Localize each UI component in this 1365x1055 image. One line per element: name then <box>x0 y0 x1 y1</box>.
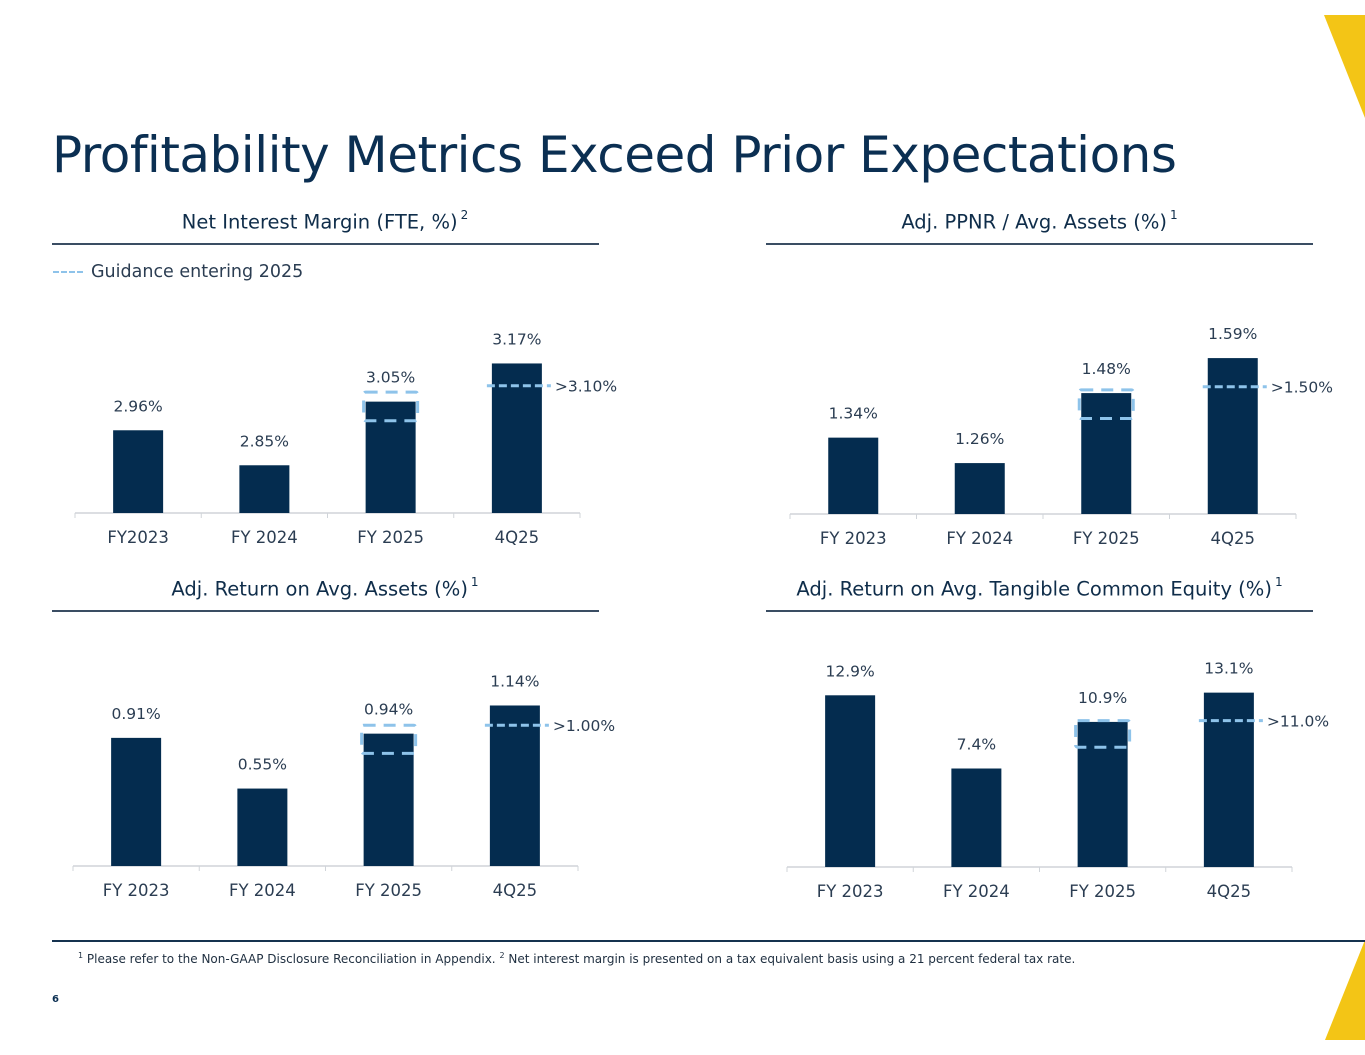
bar-ppnr-0 <box>828 437 879 514</box>
bar-ppnr-2 <box>1081 393 1132 514</box>
data-label: 1.34% <box>829 405 878 423</box>
footnote-marker: 2 <box>499 951 505 960</box>
footnote-marker: 1 <box>78 951 84 960</box>
x-tick-label: FY 2024 <box>229 881 296 900</box>
data-label: 7.4% <box>957 736 996 754</box>
data-label: 13.1% <box>1204 660 1253 678</box>
chart-title-text: Adj. Return on Avg. Tangible Common Equi… <box>796 577 1272 601</box>
x-tick-label: FY 2024 <box>231 528 298 547</box>
chart-title-rule <box>766 610 1313 612</box>
accent-triangle-bottom <box>1325 940 1365 1040</box>
data-label: 0.91% <box>112 705 161 723</box>
bar-ppnr-3 <box>1207 358 1258 514</box>
chart-title-rule <box>52 610 599 612</box>
bar-nim-2 <box>365 401 416 513</box>
accent-triangle-top <box>1324 15 1365 118</box>
bar-rotce-3 <box>1203 692 1254 867</box>
dashed-line-swatch-icon <box>53 271 83 273</box>
data-label: 1.14% <box>490 672 539 690</box>
guidance-label: >1.00% <box>553 717 615 735</box>
page-title: Profitability Metrics Exceed Prior Expec… <box>52 126 1177 184</box>
data-label: 0.94% <box>364 701 413 719</box>
chart-title-text: Net Interest Margin (FTE, %) <box>181 210 458 234</box>
x-tick-label: 4Q25 <box>1207 882 1251 901</box>
footnote-1: Please refer to the Non-GAAP Disclosure … <box>86 952 496 966</box>
footnote-ref: 1 <box>1274 575 1283 589</box>
guidance-range-box <box>1074 719 1132 749</box>
footer-rule <box>52 940 1365 942</box>
chart-title-roa: Adj. Return on Avg. Assets (%) 1 <box>52 575 598 601</box>
x-tick-label: FY 2025 <box>355 881 422 900</box>
x-tick-label: FY 2025 <box>1073 529 1140 548</box>
guidance-range-box <box>360 723 418 755</box>
guidance-label: >1.50% <box>1271 379 1333 397</box>
guidance-label: >3.10% <box>555 378 617 396</box>
chart-title-rule <box>766 243 1313 245</box>
bar-roa-2 <box>363 733 414 866</box>
data-label: 2.85% <box>240 432 289 450</box>
guidance-range-box <box>1077 388 1135 421</box>
footnote-ref: 1 <box>470 575 479 589</box>
x-tick-label: FY 2024 <box>946 529 1013 548</box>
footnotes: 1 Please refer to the Non-GAAP Disclosur… <box>78 951 1075 966</box>
guidance-label: >11.0% <box>1267 713 1329 731</box>
data-label: 2.96% <box>114 397 163 415</box>
chart-title-text: Adj. PPNR / Avg. Assets (%) <box>901 210 1168 234</box>
x-tick-label: FY 2024 <box>943 882 1010 901</box>
bar-rotce-1 <box>951 768 1002 867</box>
bar-nim-0 <box>113 430 164 513</box>
x-tick-label: FY 2023 <box>103 881 170 900</box>
chart-title-nim: Net Interest Margin (FTE, %) 2 <box>52 208 598 234</box>
chart-title-rotce: Adj. Return on Avg. Tangible Common Equi… <box>766 575 1313 601</box>
data-label: 3.17% <box>492 330 541 348</box>
bar-roa-0 <box>111 737 162 866</box>
bar-ppnr-1 <box>954 463 1005 514</box>
x-tick-label: 4Q25 <box>493 881 537 900</box>
footnote-2: Net interest margin is presented on a ta… <box>508 952 1076 966</box>
bar-roa-1 <box>237 788 288 866</box>
bar-rotce-0 <box>825 695 876 867</box>
x-tick-label: FY 2025 <box>1069 882 1136 901</box>
chart-title-text: Adj. Return on Avg. Assets (%) <box>171 577 468 601</box>
x-tick-label: FY2023 <box>107 528 169 547</box>
x-tick-label: FY 2023 <box>820 529 887 548</box>
x-tick-label: FY 2025 <box>357 528 424 547</box>
data-label: 1.26% <box>955 430 1004 448</box>
data-label: 1.48% <box>1082 360 1131 378</box>
bar-rotce-2 <box>1077 721 1128 867</box>
data-label: 12.9% <box>826 662 875 680</box>
data-label: 3.05% <box>366 369 415 387</box>
footnote-ref: 2 <box>460 208 469 222</box>
bar-nim-3 <box>491 363 542 513</box>
chart-title-rule <box>52 243 599 245</box>
legend-label: Guidance entering 2025 <box>91 262 304 282</box>
legend: Guidance entering 2025 <box>53 262 303 282</box>
bar-roa-3 <box>489 705 540 866</box>
footnote-ref: 1 <box>1170 208 1178 222</box>
bar-nim-1 <box>239 465 290 513</box>
data-label: 1.59% <box>1208 325 1257 343</box>
chart-title-ppnr: Adj. PPNR / Avg. Assets (%) 1 <box>766 208 1313 234</box>
x-tick-label: FY 2023 <box>817 882 884 901</box>
page-number: 6 <box>52 994 59 1005</box>
data-label: 0.55% <box>238 756 287 774</box>
guidance-range-box <box>362 390 420 423</box>
x-tick-label: 4Q25 <box>1211 529 1255 548</box>
x-tick-label: 4Q25 <box>495 528 539 547</box>
data-label: 10.9% <box>1078 689 1127 707</box>
